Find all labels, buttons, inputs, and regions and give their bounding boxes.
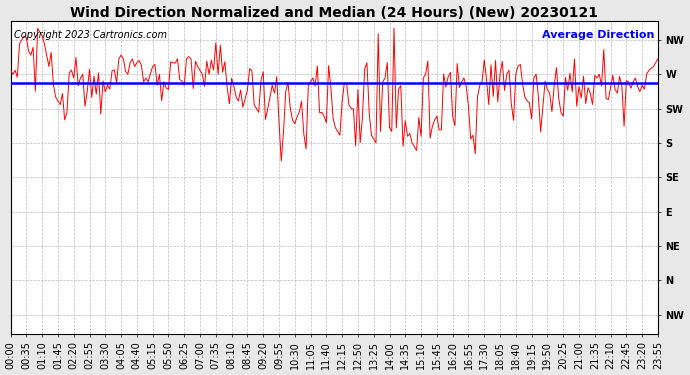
Text: Copyright 2023 Cartronics.com: Copyright 2023 Cartronics.com	[14, 30, 167, 40]
Text: Average Direction: Average Direction	[542, 30, 655, 40]
Title: Wind Direction Normalized and Median (24 Hours) (New) 20230121: Wind Direction Normalized and Median (24…	[70, 6, 598, 20]
